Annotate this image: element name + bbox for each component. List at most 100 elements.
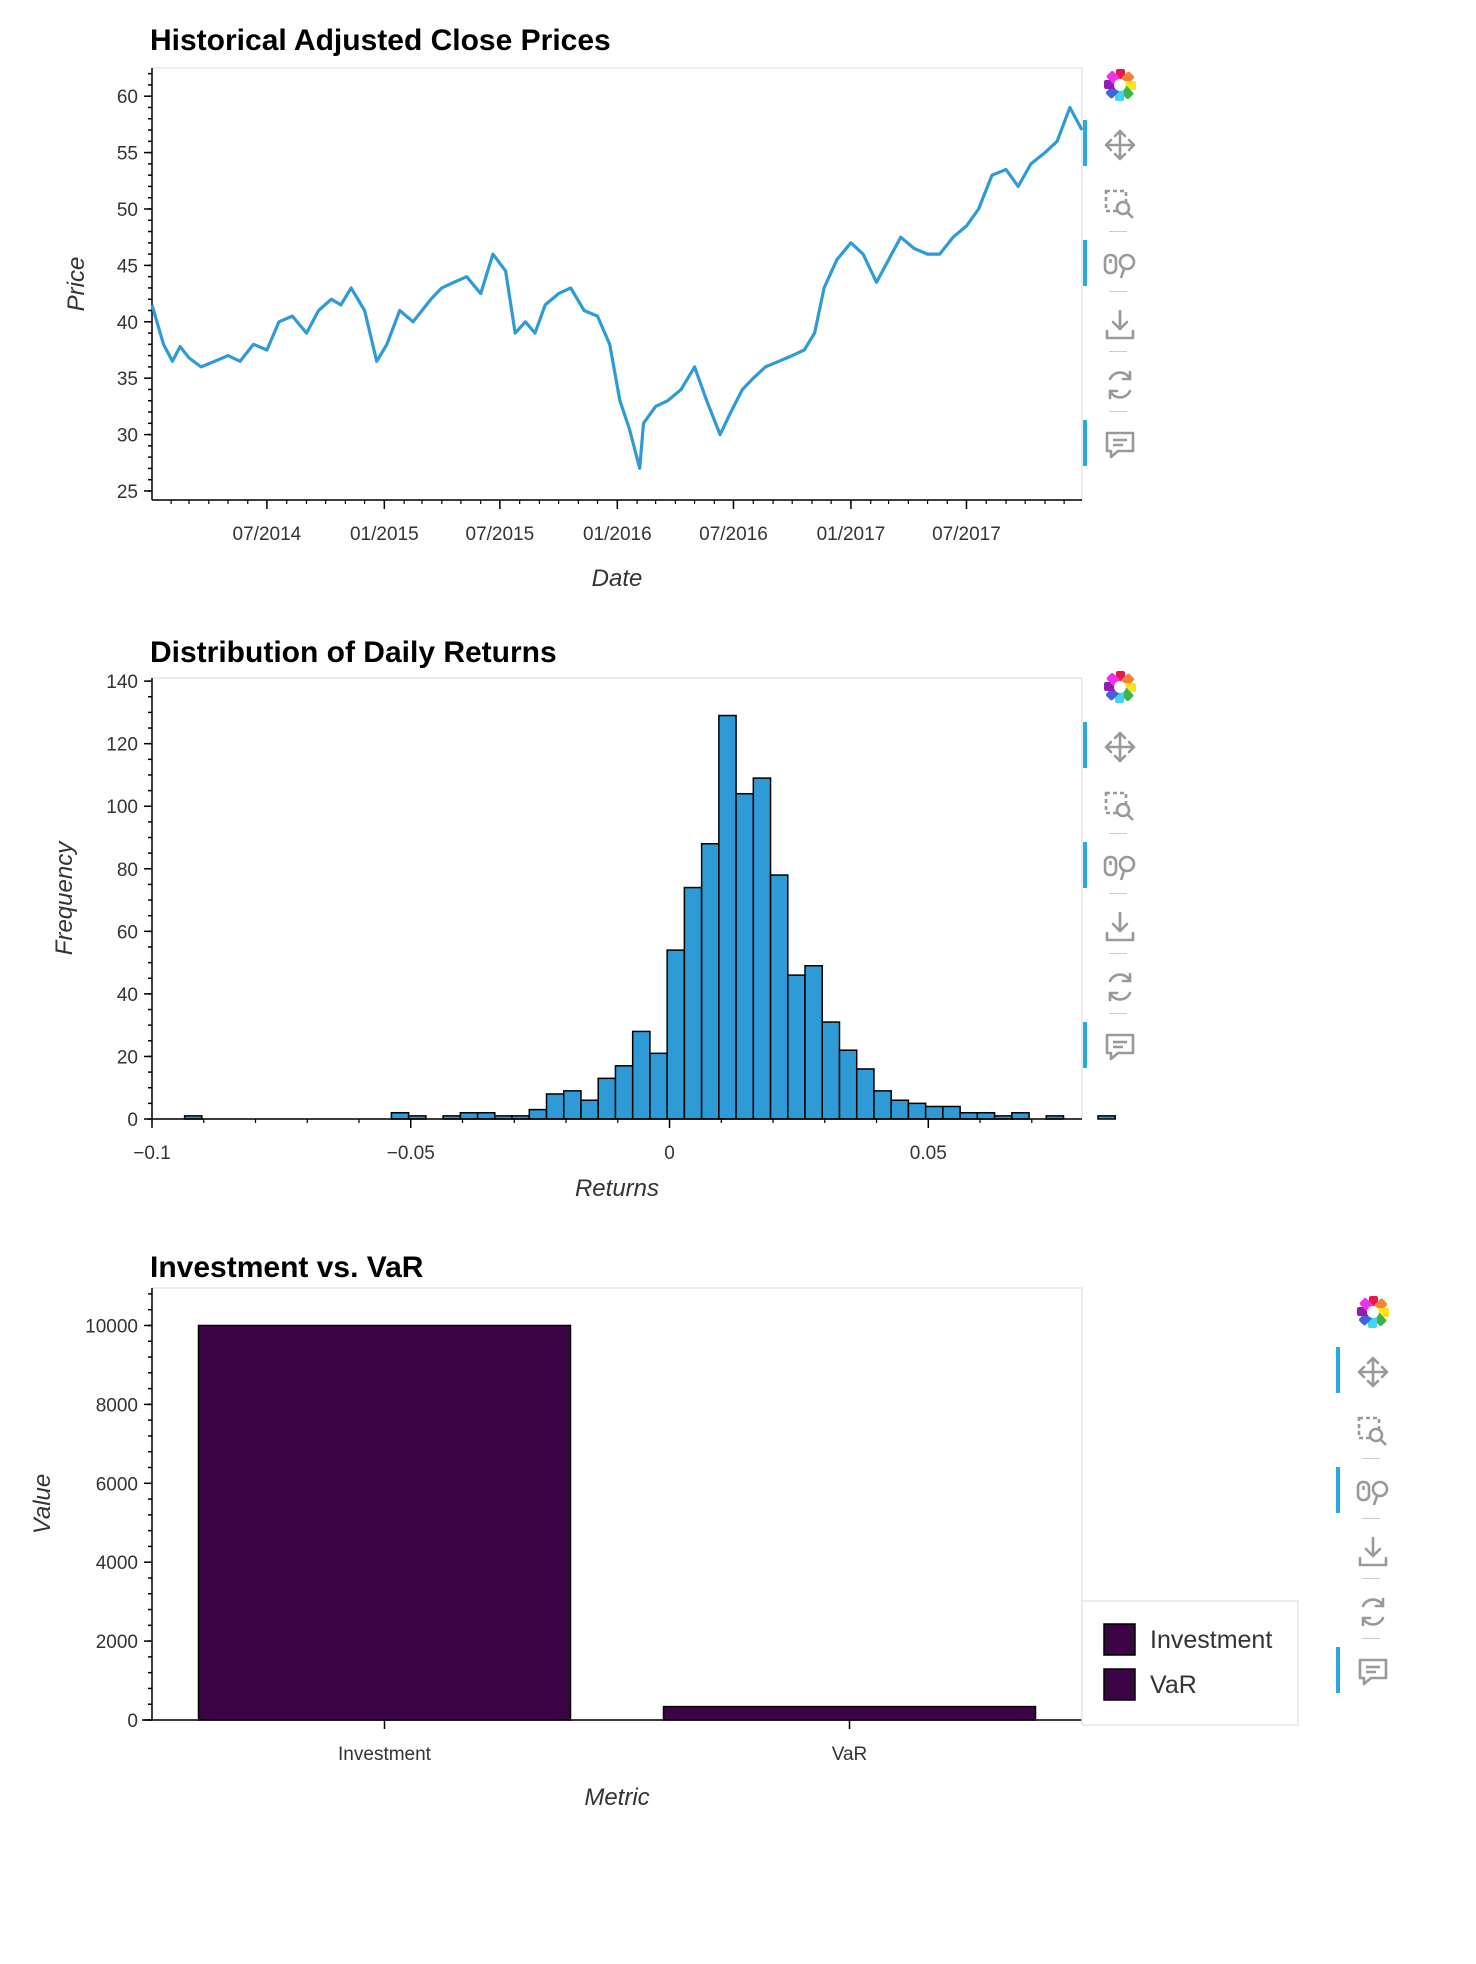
histogram-bar — [700, 843, 720, 1120]
legend-label: VaR — [1150, 1671, 1197, 1699]
box-zoom-tool[interactable] — [1077, 780, 1147, 830]
x-tick-label: 07/2017 — [932, 524, 1001, 545]
histogram-bar — [1097, 1115, 1116, 1120]
x-axis-label: Returns — [575, 1175, 659, 1202]
save-tool[interactable] — [1077, 893, 1147, 950]
active-tool-marker — [1336, 1467, 1340, 1513]
toolbar-separator — [1109, 351, 1127, 352]
x-tick-label: 01/2015 — [350, 524, 419, 545]
legend: Investment VaR — [1081, 1600, 1299, 1726]
y-tick-label: 50 — [117, 200, 138, 221]
y-tick-label: 55 — [117, 144, 138, 165]
bokeh-logo-tool[interactable] — [1077, 58, 1147, 108]
pan-tool[interactable] — [1077, 720, 1147, 770]
histogram-bar — [873, 1090, 892, 1120]
x-tick-label: 07/2014 — [233, 524, 302, 545]
box-zoom-tool[interactable] — [1330, 1405, 1400, 1455]
bokeh-logo-tool[interactable] — [1077, 660, 1147, 710]
pan-icon — [1104, 129, 1136, 161]
histogram-bar — [545, 1093, 565, 1120]
active-tool-marker — [1083, 120, 1087, 166]
y-tick-label: 4000 — [96, 1553, 138, 1574]
logo-center — [1114, 79, 1126, 91]
plot-area — [151, 67, 1083, 501]
x-tick-label: −0.1 — [133, 1143, 171, 1164]
toolbar-separator — [1362, 1578, 1380, 1579]
toolbar-separator — [1109, 231, 1127, 232]
wheel-zoom-tool[interactable] — [1077, 231, 1147, 288]
histogram-bar — [752, 777, 772, 1120]
histogram-bar — [890, 1099, 910, 1120]
toolbar-separator — [1109, 833, 1127, 834]
histogram-bar — [769, 874, 789, 1120]
logo-center — [1114, 681, 1126, 693]
box-zoom-icon — [1104, 791, 1134, 821]
save-icon — [1105, 911, 1135, 942]
box-zoom-icon — [1357, 1416, 1387, 1446]
legend-swatch — [1103, 1668, 1136, 1701]
pan-tool[interactable] — [1077, 118, 1147, 168]
price-chart-svg[interactable]: Historical Adjusted Close Prices 25 30 35 40… — [0, 0, 1476, 610]
y-axis-label: Price — [63, 257, 90, 312]
wheel-zoom-tool[interactable] — [1330, 1458, 1400, 1515]
histogram-bar — [649, 1052, 668, 1120]
investment-var-chart-svg[interactable]: Investment vs. VaR Investment VaR 0 2000 4000… — [0, 1220, 1476, 1840]
hover-tool[interactable] — [1077, 1013, 1147, 1070]
y-tick-label: 60 — [117, 87, 138, 108]
hover-tool[interactable] — [1077, 411, 1147, 468]
reset-tool[interactable] — [1330, 1578, 1400, 1635]
x-axis-label: Date — [592, 565, 643, 592]
save-tool[interactable] — [1077, 291, 1147, 348]
returns-histogram-svg[interactable]: Distribution of Daily Returns 0 20 40 60 80 10… — [0, 610, 1476, 1220]
histogram-bar — [476, 1111, 496, 1120]
histogram-bar — [735, 792, 755, 1120]
histogram-bar — [1011, 1111, 1030, 1120]
price-series-line — [150, 105, 1084, 470]
chart-title: Historical Adjusted Close Prices — [150, 24, 611, 57]
x-tick-label: 07/2015 — [466, 524, 535, 545]
plot-area — [151, 677, 1083, 1120]
histogram-bar — [942, 1105, 961, 1120]
pan-icon — [1104, 731, 1136, 763]
y-tick-label: 35 — [117, 369, 138, 390]
y-tick-label: 0 — [127, 1711, 138, 1732]
x-tick-label: VaR — [832, 1744, 868, 1765]
legend-label: Investment — [1150, 1626, 1272, 1654]
chart-title: Investment vs. VaR — [150, 1251, 424, 1284]
hover-icon — [1105, 431, 1135, 459]
bar-var — [662, 1705, 1037, 1721]
histogram-bar — [562, 1090, 582, 1120]
reset-icon — [1108, 370, 1132, 400]
logo-center — [1367, 1306, 1379, 1318]
y-tick-label: 0 — [127, 1110, 138, 1131]
toolbar-separator — [1109, 1013, 1127, 1014]
reset-tool[interactable] — [1077, 953, 1147, 1010]
box-zoom-tool[interactable] — [1077, 178, 1147, 228]
legend-swatch — [1103, 1623, 1136, 1656]
toolbar-separator — [1109, 291, 1127, 292]
bokeh-logo-icon — [1104, 69, 1136, 101]
toolbar-separator — [1109, 953, 1127, 954]
wheel-zoom-icon — [1103, 855, 1136, 881]
active-tool-marker — [1083, 240, 1087, 286]
histogram-bar — [821, 1021, 841, 1120]
reset-tool[interactable] — [1077, 351, 1147, 408]
reset-icon — [1361, 1597, 1385, 1627]
x-tick-label: 01/2017 — [817, 524, 886, 545]
wheel-zoom-icon — [1103, 253, 1136, 279]
bar-investment — [197, 1324, 572, 1721]
y-tick-label: 120 — [106, 735, 138, 756]
histogram-bar — [597, 1077, 617, 1120]
y-tick-label: 8000 — [96, 1395, 138, 1416]
histogram-bar — [718, 714, 737, 1120]
histogram-bar — [631, 1030, 651, 1120]
active-tool-marker — [1083, 722, 1087, 768]
wheel-zoom-tool[interactable] — [1077, 833, 1147, 890]
hover-tool[interactable] — [1330, 1638, 1400, 1695]
pan-icon — [1357, 1356, 1389, 1388]
pan-tool[interactable] — [1330, 1345, 1400, 1395]
y-axis-label: Frequency — [51, 840, 78, 955]
histogram-bar — [855, 1068, 875, 1120]
save-tool[interactable] — [1330, 1518, 1400, 1575]
bokeh-logo-tool[interactable] — [1330, 1285, 1400, 1335]
